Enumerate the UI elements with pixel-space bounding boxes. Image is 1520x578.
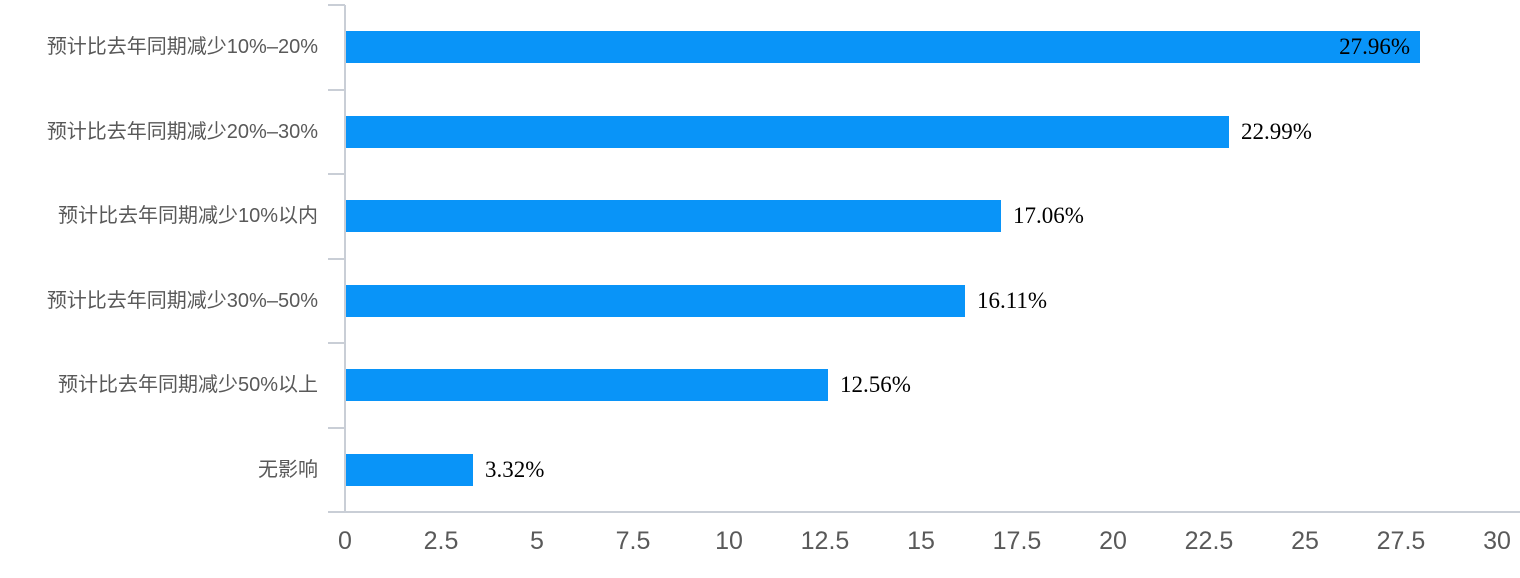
x-axis-tick-label: 5	[530, 527, 544, 555]
x-axis-tick-label: 27.5	[1376, 527, 1426, 555]
value-label: 22.99%	[1241, 119, 1312, 144]
y-axis-tick	[328, 342, 345, 344]
x-axis-tick-label: 10	[715, 527, 743, 555]
bar	[346, 116, 1229, 148]
x-axis-tick-label: 15	[907, 527, 935, 555]
x-axis-tick-label: 30	[1483, 527, 1511, 555]
x-axis-tick-label: 7.5	[615, 527, 651, 555]
y-axis-tick	[328, 426, 345, 429]
bar	[346, 200, 1001, 232]
value-label: 12.56%	[840, 372, 911, 397]
x-axis-tick-label: 0	[338, 527, 352, 555]
value-label: 16.11%	[977, 288, 1048, 313]
category-label: 预计比去年同期减少30%–50%	[46, 290, 318, 312]
category-label: 预计比去年同期减少10%以内	[57, 205, 318, 227]
x-axis-tick-label: 17.5	[992, 527, 1042, 555]
x-axis-tick-label: 12.5	[800, 527, 850, 555]
y-axis-tick	[328, 173, 345, 175]
bar	[346, 369, 828, 401]
y-axis-tick	[328, 88, 345, 91]
value-label: 27.96%	[1339, 34, 1410, 59]
x-axis-tick-label: 25	[1291, 527, 1319, 555]
y-axis-line	[344, 5, 346, 512]
bar	[346, 285, 965, 317]
value-label: 3.32%	[485, 457, 545, 482]
value-label: 17.06%	[1013, 203, 1084, 228]
category-label: 预计比去年同期减少20%–30%	[46, 121, 318, 143]
x-axis-line	[328, 511, 1520, 513]
y-axis-tick	[328, 4, 345, 6]
category-label: 预计比去年同期减少50%以上	[57, 374, 318, 396]
bar	[346, 454, 473, 486]
y-axis-tick	[328, 257, 345, 260]
bar	[346, 31, 1420, 63]
category-label: 无影响	[258, 459, 318, 481]
x-axis-tick-label: 22.5	[1184, 527, 1234, 555]
category-label: 预计比去年同期减少10%–20%	[46, 36, 318, 58]
x-axis-tick-label: 20	[1099, 527, 1127, 555]
x-axis-tick-label: 2.5	[423, 527, 459, 555]
